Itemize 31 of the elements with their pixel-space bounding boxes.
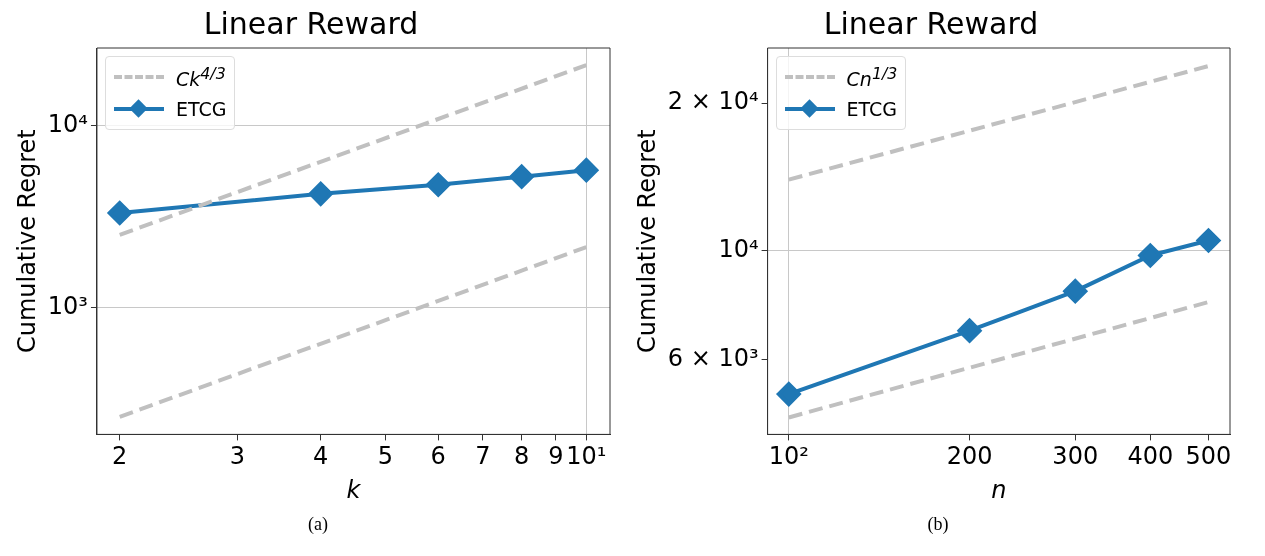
y-axis-title: Cumulative Regret <box>12 129 41 354</box>
chart-title: Linear Reward <box>823 5 1039 41</box>
x-tick-label: 300 <box>1052 442 1099 471</box>
y-tick-label: 6 × 10³ <box>667 344 759 373</box>
chart-title: Linear Reward <box>203 5 419 41</box>
x-tick-label: 5 <box>377 442 394 471</box>
x-axis-title: k <box>346 475 362 504</box>
x-tick-label: 2 <box>112 442 128 471</box>
x-tick-label: 10² <box>768 442 809 471</box>
x-axis-title: n <box>991 475 1007 504</box>
legend-label: Cn$^{1/3}$ <box>846 63 898 91</box>
text: (a) <box>307 514 329 535</box>
y-tick-label: 2 × 10⁴ <box>667 87 759 116</box>
x-tick-label: 6 <box>430 442 446 471</box>
legend-label: ETCG <box>175 98 227 120</box>
x-tick-label: 7 <box>475 442 491 471</box>
x-tick-label: 400 <box>1127 442 1174 471</box>
x-tick-label: 10¹ <box>566 442 607 471</box>
legend-label: ETCG <box>846 98 898 120</box>
legend-label: Ck$^{4/3}$ <box>175 63 226 91</box>
x-tick-label: 500 <box>1185 442 1232 471</box>
x-tick-label: 9 <box>548 442 564 471</box>
x-tick-label: 4 <box>313 442 329 471</box>
y-axis-title: Cumulative Regret <box>632 129 661 354</box>
y-tick-label: 10⁴ <box>718 235 759 264</box>
y-tick-label: 10³ <box>47 291 88 320</box>
x-tick-label: 3 <box>229 442 245 471</box>
x-tick-label: 200 <box>946 442 993 471</box>
y-tick-label: 10⁴ <box>47 109 88 138</box>
x-tick-label: 8 <box>514 442 530 471</box>
text: (b) <box>926 514 950 535</box>
